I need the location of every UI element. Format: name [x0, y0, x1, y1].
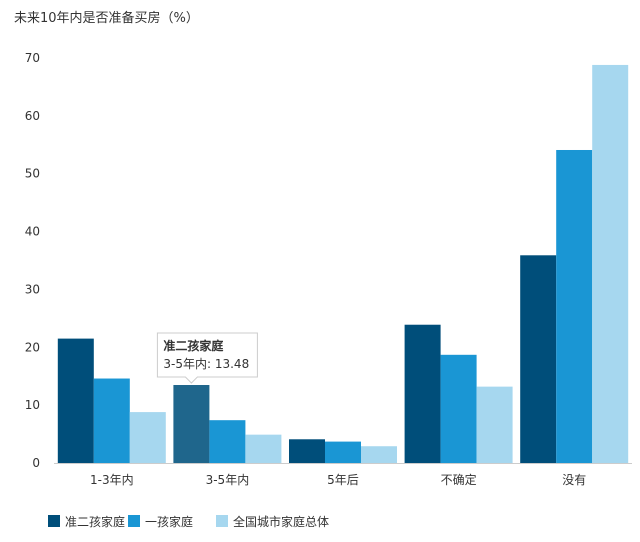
x-tick-label: 没有	[562, 472, 586, 487]
y-tick-label: 60	[25, 109, 40, 123]
legend-item-2[interactable]: 全国城市家庭总体	[216, 514, 329, 529]
bar-1-4[interactable]	[556, 149, 593, 463]
x-tick-label: 3-5年内	[206, 473, 250, 487]
bar-1-3[interactable]	[440, 354, 477, 463]
chart-title: 未来10年内是否准备买房（%）	[14, 10, 199, 26]
bar-2-1[interactable]	[245, 434, 282, 463]
bar-0-0[interactable]	[57, 338, 94, 463]
tooltip-box	[156, 332, 258, 384]
legend-item-0[interactable]: 准二孩家庭	[48, 514, 125, 529]
legend-label: 准二孩家庭	[65, 514, 125, 529]
legend-swatch	[128, 515, 140, 527]
legend-label: 全国城市家庭总体	[233, 514, 329, 529]
y-tick-label: 40	[25, 225, 40, 239]
bar-0-2[interactable]	[289, 439, 325, 463]
y-tick-label: 0	[32, 456, 40, 470]
bar-0-4[interactable]	[520, 255, 557, 463]
bar-2-4[interactable]	[592, 64, 629, 463]
legend-item-1[interactable]: 一孩家庭	[128, 514, 193, 529]
bar-1-0[interactable]	[93, 378, 130, 463]
bar-layer	[57, 64, 629, 463]
bar-1-2[interactable]	[325, 441, 361, 463]
bar-2-0[interactable]	[129, 412, 166, 463]
bar-0-3[interactable]	[404, 324, 441, 463]
legend-label: 一孩家庭	[145, 514, 193, 529]
bar-0-1[interactable]	[173, 385, 210, 463]
y-tick-label: 70	[25, 51, 40, 65]
y-tick-label: 50	[25, 167, 40, 181]
tooltip-value: 3-5年内: 13.48	[163, 357, 249, 371]
tooltip: 准二孩家庭 3-5年内: 13.48	[156, 332, 258, 384]
y-tick-label: 30	[25, 282, 40, 296]
y-tick-label: 20	[25, 340, 40, 354]
x-tick-label: 5年后	[327, 473, 359, 487]
x-tick-label: 不确定	[441, 472, 477, 487]
y-axis: 0 10 20 30 40 50 60 70	[25, 51, 632, 470]
x-axis: 1-3年内 3-5年内 5年后 不确定 没有	[90, 472, 586, 487]
bar-2-3[interactable]	[476, 386, 513, 463]
y-tick-label: 10	[25, 398, 40, 412]
legend-swatch	[216, 515, 228, 527]
legend-swatch	[48, 515, 60, 527]
bar-2-2[interactable]	[361, 446, 397, 463]
tooltip-title: 准二孩家庭	[163, 338, 223, 353]
bar-1-1[interactable]	[209, 420, 246, 463]
legend: 准二孩家庭 一孩家庭 全国城市家庭总体	[48, 514, 329, 529]
x-tick-label: 1-3年内	[90, 473, 134, 487]
